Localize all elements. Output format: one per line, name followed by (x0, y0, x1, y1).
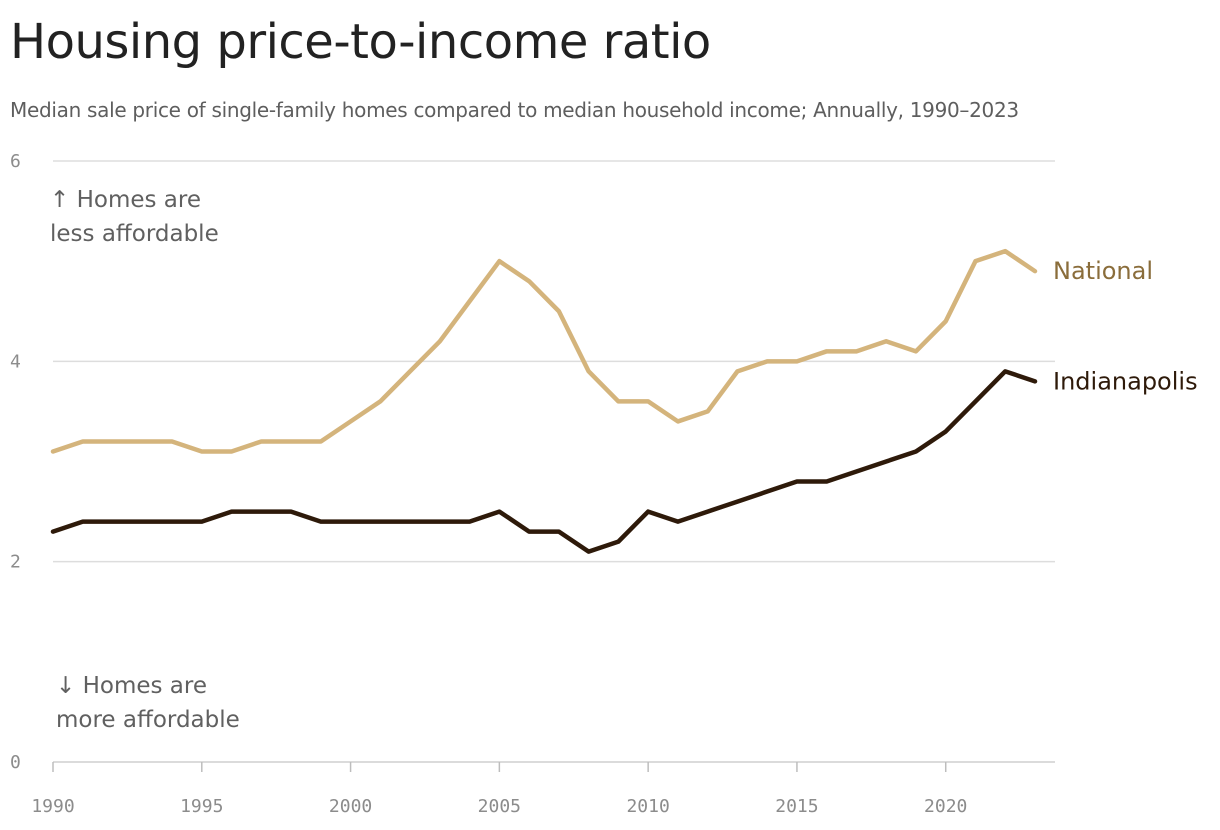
series-label-national: National (1053, 257, 1153, 285)
annotation-lower-line2: more affordable (56, 707, 240, 733)
series-line-indianapolis (50, 369, 1038, 554)
x-tick-label: 1995 (180, 796, 223, 817)
chart-subtitle: Median sale price of single-family homes… (10, 98, 1019, 122)
y-tick-label: 6 (10, 151, 21, 172)
grid-lines (53, 160, 1055, 763)
x-tick-label: 2000 (329, 796, 372, 817)
series-label-indianapolis: Indianapolis (1053, 367, 1198, 395)
chart-title: Housing price-to-income ratio (10, 14, 711, 70)
annotation-lower-line1: ↓ Homes are (56, 673, 207, 699)
annotation-upper-line2: less affordable (50, 221, 219, 247)
annotation-upper-line1: ↑ Homes are (50, 187, 201, 213)
x-tick-label: 2020 (924, 796, 967, 817)
y-tick-label: 2 (10, 552, 21, 573)
series-labels: National Indianapolis (1053, 257, 1198, 395)
x-tick-label: 1990 (31, 796, 74, 817)
x-tick-label: 2015 (775, 796, 818, 817)
x-tick-label: 2005 (478, 796, 521, 817)
y-tick-label: 4 (10, 351, 21, 372)
x-tick-label: 2010 (626, 796, 669, 817)
series-lines (50, 248, 1038, 554)
affordability-annotations: ↑ Homes are less affordable ↓ Homes are … (50, 187, 240, 733)
axis-ticks: 0 2 4 6 1990 1995 2000 2005 2010 2015 2020 (10, 151, 967, 817)
y-tick-label: 0 (10, 752, 21, 773)
series-line-national (50, 248, 1038, 454)
